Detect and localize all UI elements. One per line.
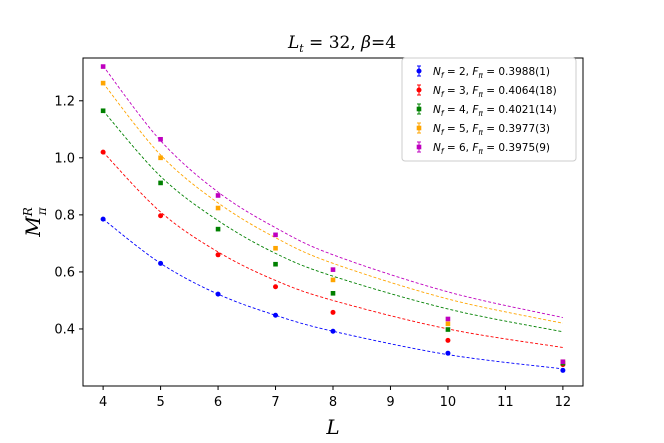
y-label-sub: π <box>35 206 49 216</box>
data-point <box>100 80 106 86</box>
x-axis: 4 5 6 7 8 9 10 11 12 <box>99 386 571 410</box>
y-tick-label: 0.8 <box>54 208 75 223</box>
data-point <box>445 350 451 356</box>
data-point <box>273 261 278 267</box>
data-point <box>158 180 163 186</box>
legend: Nf = 2, Fπ = 0.3988(1) Nf = 3, Fπ = 0.406… <box>401 57 577 162</box>
x-tick-label: 4 <box>99 395 107 410</box>
data-point <box>273 284 279 290</box>
data-point <box>158 136 163 142</box>
data-point <box>158 260 164 266</box>
legend-label: Nf = 2, Fπ = 0.3988(1) <box>433 66 550 80</box>
y-tick-label: 0.6 <box>54 265 75 280</box>
data-point <box>215 226 221 232</box>
data-point <box>100 108 106 114</box>
legend-label: Nf = 5, Fπ = 0.3977(3) <box>433 123 550 137</box>
data-point <box>273 312 279 318</box>
legend-label: Nf = 6, Fπ = 0.3975(9) <box>433 142 550 156</box>
data-point <box>445 321 451 327</box>
data-point <box>445 327 451 332</box>
y-label-sup: R <box>21 207 35 217</box>
x-axis-label: L <box>325 415 339 439</box>
title-lt-eq: = 32, <box>304 33 362 53</box>
data-point <box>330 291 336 296</box>
legend-label: Nf = 4, Fπ = 0.4021(14) <box>433 104 557 118</box>
data-point <box>273 245 278 251</box>
data-point <box>445 316 451 322</box>
y-tick-label: 1.2 <box>54 94 75 109</box>
y-axis-label: MRπ <box>21 206 49 238</box>
data-point <box>273 232 278 238</box>
data-point <box>100 216 106 222</box>
x-tick-label: 9 <box>386 395 394 410</box>
data-point <box>445 337 451 343</box>
x-tick-label: 11 <box>497 395 514 410</box>
x-tick-label: 12 <box>555 395 572 410</box>
fit-curve <box>102 82 563 324</box>
data-point <box>100 149 106 155</box>
legend-marker <box>416 144 422 150</box>
fit-curve <box>102 65 563 318</box>
data-point <box>215 252 221 258</box>
data-points <box>100 64 566 373</box>
legend-box <box>401 57 577 162</box>
data-point <box>330 277 336 283</box>
x-tick-label: 8 <box>329 395 337 410</box>
y-tick-label: 1.0 <box>54 151 75 166</box>
x-tick-label: 7 <box>271 395 279 410</box>
title-beta: β <box>360 33 371 53</box>
chart-title: Lt = 32, β=4 <box>287 33 396 55</box>
x-tick-label: 6 <box>214 395 222 410</box>
y-axis: 0.4 0.6 0.8 1.0 1.2 <box>54 94 83 337</box>
fit-curve <box>102 110 563 333</box>
data-point <box>100 64 106 69</box>
fit-curve <box>102 151 563 348</box>
data-point <box>330 328 336 334</box>
data-point <box>330 309 336 315</box>
data-point <box>330 267 336 272</box>
data-point <box>560 359 566 365</box>
x-tick-label: 5 <box>156 395 164 410</box>
title-lt-var: L <box>287 33 299 53</box>
title-lt-sub: t <box>299 42 304 55</box>
data-point <box>215 291 221 297</box>
legend-marker <box>416 106 422 112</box>
data-point <box>158 155 163 161</box>
legend-marker <box>416 68 422 74</box>
legend-marker <box>416 87 422 93</box>
title-beta-eq: =4 <box>371 33 396 53</box>
legend-marker <box>416 125 422 131</box>
data-point <box>560 367 566 373</box>
y-label-base: M <box>21 216 45 238</box>
data-point <box>215 205 221 211</box>
y-tick-label: 0.4 <box>54 322 75 337</box>
data-point <box>215 193 221 198</box>
legend-label: Nf = 3, Fπ = 0.4064(18) <box>433 85 557 99</box>
x-tick-label: 10 <box>440 395 457 410</box>
data-point <box>158 213 164 219</box>
